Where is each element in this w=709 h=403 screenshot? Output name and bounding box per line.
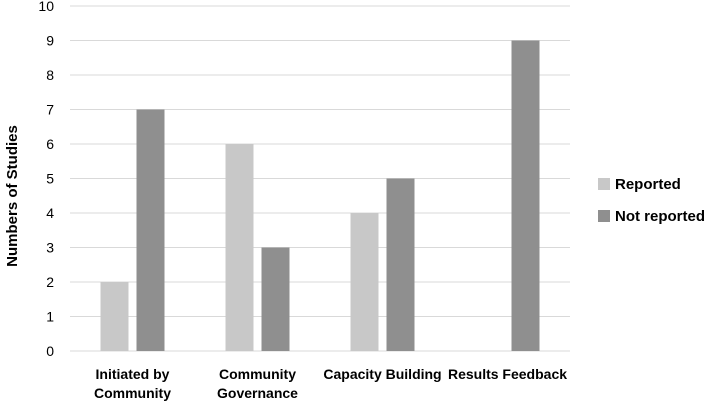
y-tick-label: 2	[46, 274, 54, 290]
x-category-label: Initiated by Community	[94, 366, 171, 401]
x-category-label: Capacity Building	[323, 366, 441, 382]
y-axis-title: Numbers of Studies	[4, 125, 21, 267]
y-tick-label: 8	[46, 67, 54, 83]
bar-reported	[100, 282, 129, 351]
bar-not-reported	[136, 109, 165, 351]
bar-not-reported	[511, 40, 540, 351]
y-tick-label: 6	[46, 136, 54, 152]
y-tick-label: 10	[38, 0, 54, 14]
bar-not-reported	[261, 247, 290, 351]
x-category-label: Results Feedback	[448, 366, 567, 382]
bar-reported	[225, 144, 254, 351]
legend-label: Not reported	[615, 208, 705, 225]
bar-reported	[350, 213, 379, 351]
x-axis-categories: Initiated by Community Community Governance…	[94, 366, 567, 401]
y-tick-label: 7	[46, 102, 54, 118]
legend-label: Reported	[615, 176, 681, 193]
legend-swatch	[598, 210, 610, 222]
y-tick-label: 0	[46, 343, 54, 359]
y-tick-label: 5	[46, 171, 54, 187]
y-tick-label: 9	[46, 33, 54, 49]
y-axis-ticks: 0 1 2 3 4 5 6 7 8 9 10	[38, 0, 54, 359]
y-tick-label: 3	[46, 240, 54, 256]
y-tick-label: 1	[46, 309, 54, 325]
bar-not-reported	[386, 178, 415, 351]
bars	[100, 40, 540, 351]
legend-swatch	[598, 178, 610, 190]
y-tick-label: 4	[46, 205, 54, 221]
x-category-label: Community Governance	[217, 366, 298, 401]
legend: Reported Not reported	[598, 176, 705, 225]
